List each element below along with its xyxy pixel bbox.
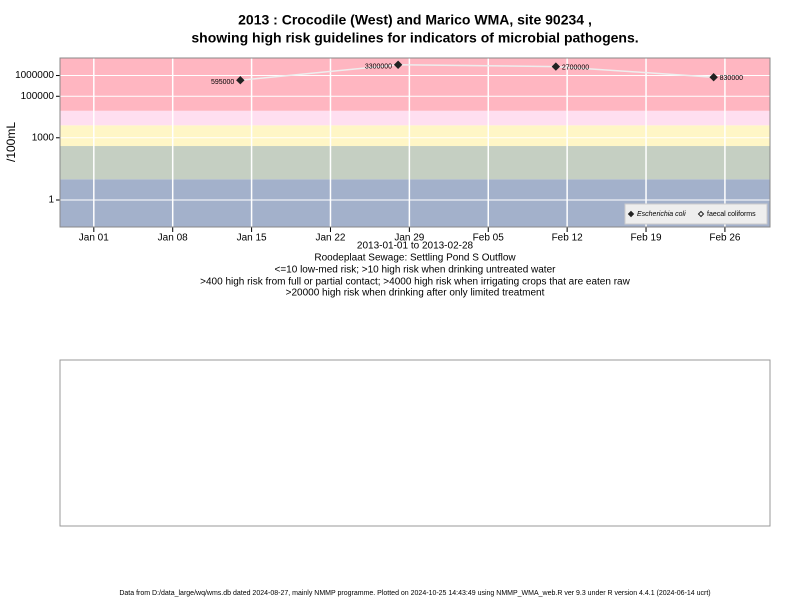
chart-title: 2013 : Crocodile (West) and Marico WMA, …	[238, 12, 592, 28]
risk-band	[60, 125, 770, 147]
x-tick-label: Jan 29	[394, 233, 424, 244]
risk-band	[60, 146, 770, 180]
risk-band	[60, 110, 770, 126]
chart-title: showing high risk guidelines for indicat…	[191, 30, 638, 46]
data-point	[709, 73, 718, 82]
legend-label: faecal coliforms	[707, 211, 756, 218]
x-tick-label: Jan 08	[158, 233, 188, 244]
data-point	[551, 62, 561, 71]
y-axis-label: /100mL	[4, 122, 18, 162]
x-axis-label: 2013-01-01 to 2013-02-28	[357, 241, 474, 252]
legend-box	[624, 203, 768, 225]
legend-marker	[627, 210, 635, 218]
trend-line	[240, 64, 714, 81]
data-label: 830000	[720, 75, 743, 82]
note: <=10 low-med risk; >10 high risk when dr…	[275, 265, 557, 276]
data-point	[393, 60, 403, 69]
y-tick-label: 1000000	[15, 70, 54, 81]
data-label: 3300000	[365, 64, 392, 71]
x-tick-label: Jan 15	[237, 233, 267, 244]
note: >20000 high risk when drinking after onl…	[286, 288, 545, 299]
note: >400 high risk from full or partial cont…	[200, 277, 630, 288]
y-tick-label: 100000	[21, 91, 55, 102]
x-tick-label: Feb 19	[630, 233, 662, 244]
data-point	[236, 76, 245, 85]
x-tick-label: Jan 01	[79, 233, 109, 244]
x-tick-label: Jan 22	[315, 233, 345, 244]
x-tick-label: Feb 12	[552, 233, 584, 244]
plot-frame	[59, 57, 771, 228]
risk-band	[60, 58, 770, 111]
empty-panel	[59, 359, 771, 527]
note: Roodeplaat Sewage: Settling Pond S Outfl…	[314, 253, 516, 264]
data-label: 595000	[211, 79, 234, 86]
legend-label: Escherichia coli	[637, 211, 686, 218]
x-tick-label: Feb 05	[473, 233, 505, 244]
footer: Data from D:/data_large/wq/wms.db dated …	[119, 590, 710, 597]
x-tick-label: Feb 26	[709, 233, 741, 244]
y-tick-label: 1	[48, 195, 54, 206]
y-tick-label: 1000	[32, 132, 55, 143]
legend-marker	[697, 210, 705, 218]
data-label: 2700000	[562, 64, 589, 71]
